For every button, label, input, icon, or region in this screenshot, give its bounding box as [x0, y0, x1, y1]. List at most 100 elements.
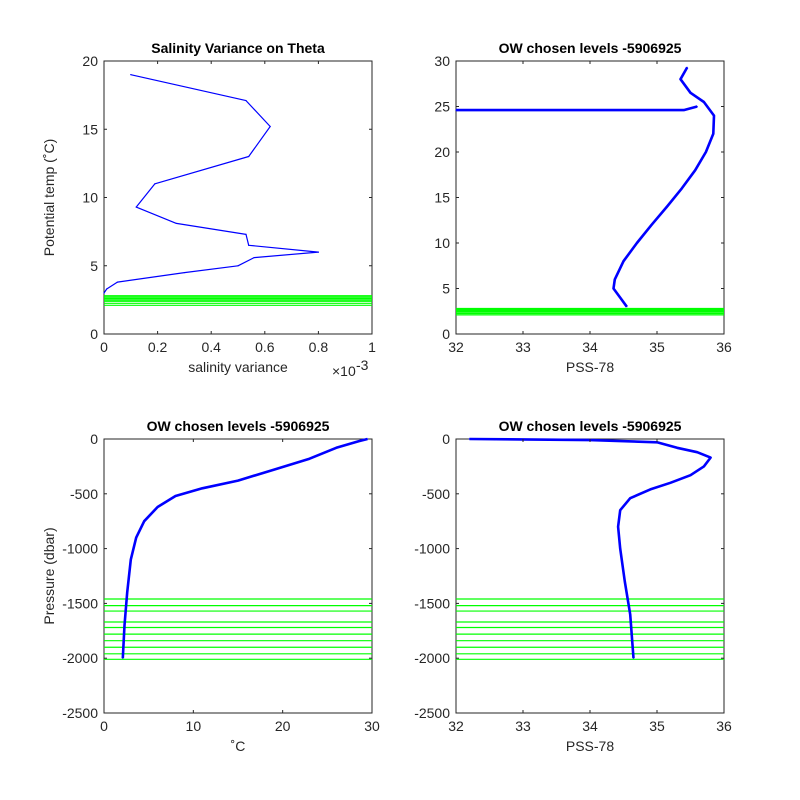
data-point — [106, 288, 108, 290]
data-point — [651, 224, 653, 226]
data-point — [103, 292, 105, 294]
data-point — [237, 480, 239, 482]
x-tick-label: 33 — [515, 718, 531, 734]
x-tick-label: 34 — [582, 718, 598, 734]
y-tick-label: -1000 — [414, 541, 450, 557]
series-line — [612, 66, 716, 308]
data-point — [174, 495, 177, 497]
data-point — [308, 458, 311, 460]
y-tick-label: -2000 — [62, 650, 98, 666]
chart-panel-pres-sal: 32 33 34 35 36 -2500 -2000 -1500 -1000 -500 0 OW ch… — [414, 418, 732, 754]
y-tick-label: -2000 — [414, 650, 450, 666]
data-point — [713, 115, 715, 117]
data-point — [669, 482, 672, 484]
data-point — [679, 78, 682, 80]
y-tick-label: 0 — [442, 326, 450, 342]
y-tick-label: 20 — [82, 53, 98, 69]
data-point — [694, 169, 696, 171]
data-point — [624, 580, 626, 583]
x-tick-label: 0 — [100, 718, 108, 734]
x-axis-label: PSS-78 — [566, 359, 614, 375]
data-point — [617, 526, 619, 528]
x-tick-label: 36 — [716, 339, 732, 355]
data-point — [710, 457, 712, 459]
data-point — [175, 222, 177, 225]
x-tick-label: 33 — [515, 339, 531, 355]
data-point — [632, 657, 635, 659]
data-point — [143, 520, 145, 522]
x-tick-label: 32 — [448, 718, 464, 734]
data-point — [703, 101, 705, 103]
data-point — [135, 206, 137, 208]
x-tick-label: 0 — [100, 339, 108, 355]
chart-title: OW chosen levels -5906925 — [499, 40, 682, 56]
x-tick-label: 30 — [364, 718, 380, 734]
x-axis-label: salinity variance — [188, 359, 288, 375]
data-point — [237, 265, 239, 267]
data-point — [157, 506, 159, 508]
data-point — [703, 465, 705, 467]
data-point — [712, 133, 714, 135]
data-point — [686, 66, 688, 68]
data-point — [683, 109, 685, 111]
data-point — [619, 509, 621, 511]
y-tick-label: -1500 — [414, 595, 450, 611]
series-line — [469, 437, 712, 659]
y-tick-label: 5 — [90, 258, 98, 274]
y-tick-label: 0 — [90, 326, 98, 342]
chart-title: Salinity Variance on Theta — [151, 40, 325, 56]
chart-title: OW chosen levels -5906925 — [499, 418, 682, 434]
axes-box — [455, 438, 725, 714]
data-point — [696, 105, 698, 108]
y-tick-label: 0 — [442, 431, 450, 447]
data-point — [649, 488, 651, 491]
data-point — [253, 256, 255, 259]
data-point — [116, 281, 118, 283]
y-tick-label: 15 — [82, 121, 98, 137]
x-tick-label: 34 — [582, 339, 598, 355]
data-point — [629, 613, 631, 615]
y-tick-label: 0 — [90, 431, 98, 447]
data-point — [122, 657, 124, 659]
data-point — [245, 99, 247, 102]
x-tick-label: 36 — [716, 718, 732, 734]
axes-box — [103, 438, 373, 714]
chart-panel-pres-temp: 0 10 20 30 -2500 -2000 -1500 -1000 -500 0 OW chose… — [41, 418, 380, 754]
y-tick-label: 30 — [434, 53, 450, 69]
data-point — [269, 125, 271, 128]
data-point — [619, 548, 621, 550]
data-point — [154, 183, 156, 185]
chart-title: OW chosen levels -5906925 — [147, 418, 330, 434]
y-tick-label: -500 — [422, 486, 450, 502]
chart-panel-theta-sal: 32 33 34 35 36 0 5 10 15 20 25 30 OW chosen levels -… — [434, 40, 732, 375]
data-point — [130, 558, 132, 561]
y-tick-label: 10 — [434, 235, 450, 251]
x-axis-exponent-power: -3 — [356, 357, 369, 373]
data-point — [248, 244, 250, 246]
data-point — [201, 487, 203, 489]
data-point — [135, 537, 137, 539]
data-point — [366, 438, 369, 440]
x-tick-label: 35 — [649, 339, 665, 355]
data-point — [455, 109, 457, 111]
data-point — [689, 92, 692, 94]
data-point — [696, 451, 698, 453]
data-point — [681, 187, 683, 189]
x-tick-label: 0.6 — [255, 339, 275, 355]
data-point — [123, 624, 126, 626]
x-tick-label: 20 — [275, 718, 291, 734]
x-axis-label: PSS-78 — [566, 738, 614, 754]
data-point — [614, 278, 616, 280]
data-point — [619, 297, 621, 299]
y-tick-label: -1000 — [62, 541, 98, 557]
y-tick-label: -1500 — [62, 595, 98, 611]
data-point — [183, 271, 185, 274]
x-tick-label: 0.8 — [309, 339, 329, 355]
data-point — [248, 155, 250, 158]
y-axis-label: Potential temp (˚C) — [41, 139, 57, 256]
data-point — [629, 497, 631, 499]
data-point — [245, 233, 247, 235]
y-tick-label: 15 — [434, 190, 450, 206]
series-line — [121, 437, 368, 659]
